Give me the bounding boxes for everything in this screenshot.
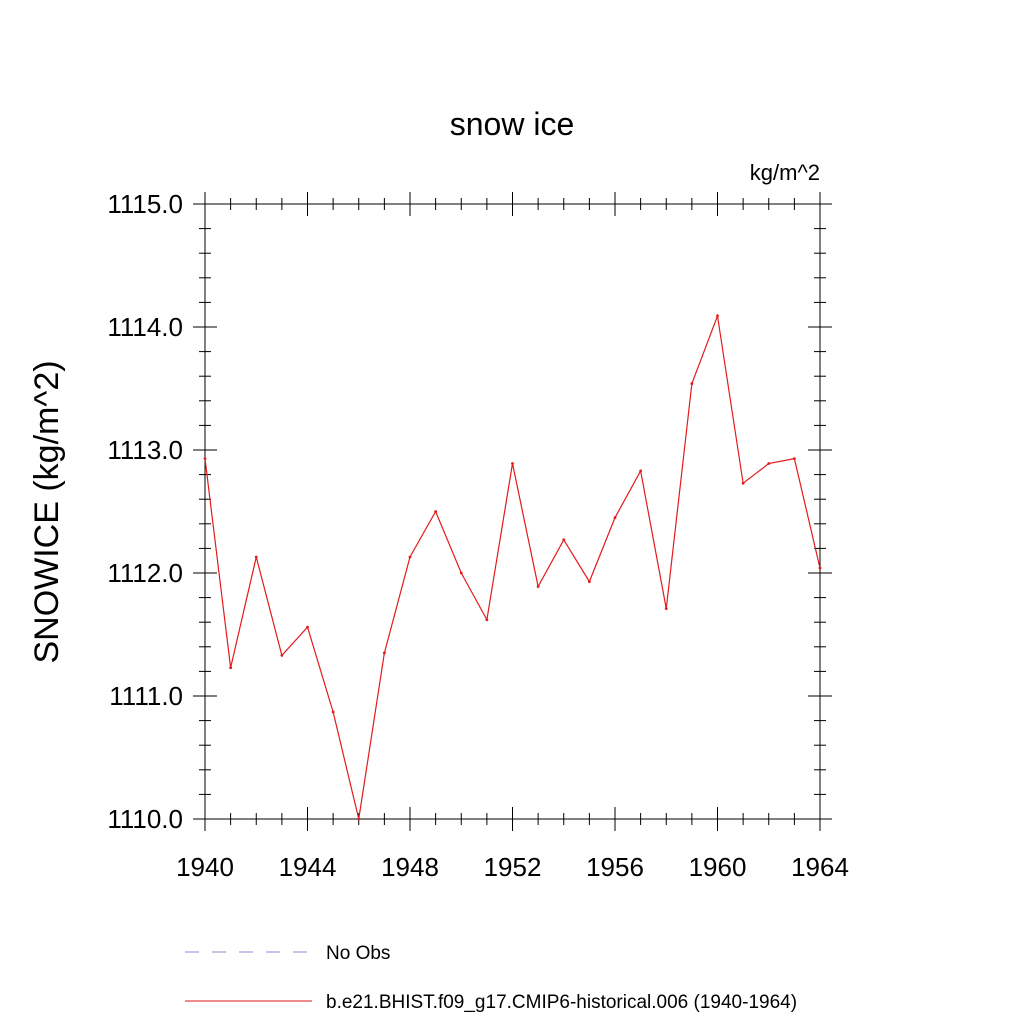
data-point bbox=[382, 651, 386, 655]
legend: No Obs b.e21.BHIST.f09_g17.CMIP6-historic… bbox=[185, 943, 797, 1013]
legend-label: No Obs bbox=[326, 943, 390, 964]
data-point bbox=[203, 457, 207, 461]
legend-label: b.e21.BHIST.f09_g17.CMIP6-historical.006… bbox=[326, 992, 797, 1013]
data-point bbox=[818, 566, 822, 570]
data-point bbox=[536, 585, 540, 588]
y-tick-label: 1112.0 bbox=[107, 558, 183, 588]
series-layer bbox=[203, 313, 822, 821]
data-point bbox=[280, 654, 284, 657]
data-point bbox=[741, 481, 745, 485]
x-tick-label: 1948 bbox=[381, 852, 439, 882]
units-label: kg/m^2 bbox=[750, 160, 820, 185]
data-point bbox=[792, 457, 796, 461]
data-point bbox=[434, 510, 438, 513]
axis-ticks bbox=[193, 192, 832, 831]
x-tick-label: 1964 bbox=[791, 852, 849, 882]
series-line bbox=[204, 313, 821, 820]
x-tick-label: 1956 bbox=[586, 852, 644, 882]
data-point bbox=[716, 314, 719, 318]
plot-frame bbox=[204, 203, 821, 820]
data-point bbox=[511, 462, 514, 465]
y-axis-label: SNOWICE (kg/m^2) bbox=[28, 360, 66, 663]
data-point bbox=[690, 382, 694, 385]
data-point bbox=[331, 710, 335, 714]
y-tick-label: 1113.0 bbox=[107, 435, 183, 465]
chart-title: snow ice bbox=[450, 106, 575, 142]
x-tick-label: 1952 bbox=[484, 852, 542, 882]
data-point bbox=[639, 469, 643, 473]
data-point bbox=[587, 580, 591, 584]
x-tick-label: 1940 bbox=[176, 852, 234, 882]
data-point bbox=[254, 555, 258, 559]
data-point bbox=[485, 618, 489, 622]
x-tick-label: 1944 bbox=[279, 852, 337, 882]
y-tick-label: 1111.0 bbox=[109, 681, 183, 711]
data-point bbox=[229, 666, 233, 670]
y-tick-label: 1115.0 bbox=[107, 189, 183, 219]
data-point bbox=[306, 625, 309, 629]
axis-tick-labels: 1110.0 1111.0 1112.0 1113.0 1114.0 1115.0 1940… bbox=[107, 189, 849, 882]
y-tick-label: 1110.0 bbox=[107, 804, 183, 834]
x-tick-label: 1960 bbox=[689, 852, 747, 882]
data-point bbox=[767, 462, 771, 465]
data-point bbox=[459, 571, 463, 575]
data-point bbox=[408, 555, 412, 559]
data-point bbox=[562, 538, 566, 542]
data-point bbox=[357, 817, 361, 821]
data-point bbox=[664, 607, 668, 611]
data-point bbox=[613, 516, 617, 520]
y-tick-label: 1114.0 bbox=[107, 312, 183, 342]
